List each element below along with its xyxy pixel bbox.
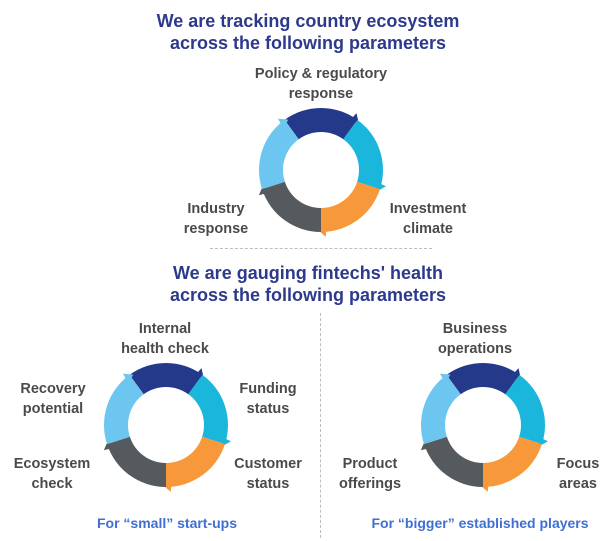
label-focus-areas: Focus areas [556,456,600,492]
segment-orange [483,436,542,487]
section1-title: We are tracking country ecosystem across… [0,10,616,54]
section-divider [210,248,432,249]
caption-small-startups: For “small” start-ups [96,515,238,531]
segment-navy [129,363,203,395]
segment-orange-arrow [479,480,489,492]
label-business-operations: Business operations [437,321,513,357]
segment-lightblue [104,374,144,445]
label-recovery-potential: Recovery potential [20,381,86,417]
label-policy-regulatory: Policy & regulatory response [254,66,388,102]
country-ecosystem-cycle-diagram [258,108,387,237]
label-ecosystem-check: Ecosystem check [13,456,91,492]
section2-title-line2: across the following parameters [169,285,447,305]
bigger-players-cycle-diagram [420,363,549,492]
segment-gray [424,436,483,487]
segment-lightblue-arrow [122,373,134,384]
ring-center [129,388,203,462]
label-investment-climate: Investment climate [389,201,467,237]
segment-lightblue [421,374,461,445]
segment-cyan [188,374,228,445]
segment-gray-arrow [258,185,270,196]
segment-orange [321,181,380,232]
segment-cyan [343,119,383,190]
segment-gray [107,436,166,487]
segment-orange-arrow [162,480,172,492]
segment-orange-arrow [317,225,327,237]
section1-title-line2: across the following parameters [169,33,447,53]
segment-cyan [505,374,545,445]
segment-gray [262,181,321,232]
label-customer-status: Customer status [234,456,302,492]
segment-navy-arrow [511,368,521,379]
column-divider [320,313,321,538]
segment-orange [166,436,225,487]
segment-navy [284,108,358,140]
caption-bigger-players: For “bigger” established players [371,515,589,531]
segment-lightblue [259,119,299,190]
segment-navy-arrow [349,113,359,124]
segment-gray-arrow [420,440,432,451]
label-internal-health-check: Internal health check [121,321,209,357]
label-product-offerings: Product offerings [338,456,402,492]
segment-gray-arrow [103,440,115,451]
section2-title-line1: We are gauging fintechs' health [173,263,443,283]
label-funding-status: Funding status [239,381,297,417]
segment-navy [446,363,520,395]
segment-navy-arrow [194,368,204,379]
ring-center [446,388,520,462]
small-startups-cycle-diagram [103,363,232,492]
segment-lightblue-arrow [277,118,289,129]
label-industry-response: Industry response [183,201,249,237]
segment-lightblue-arrow [439,373,451,384]
section2-title: We are gauging fintechs' health across t… [0,262,616,306]
ring-center [284,133,358,207]
section1-title-line1: We are tracking country ecosystem [156,11,460,31]
